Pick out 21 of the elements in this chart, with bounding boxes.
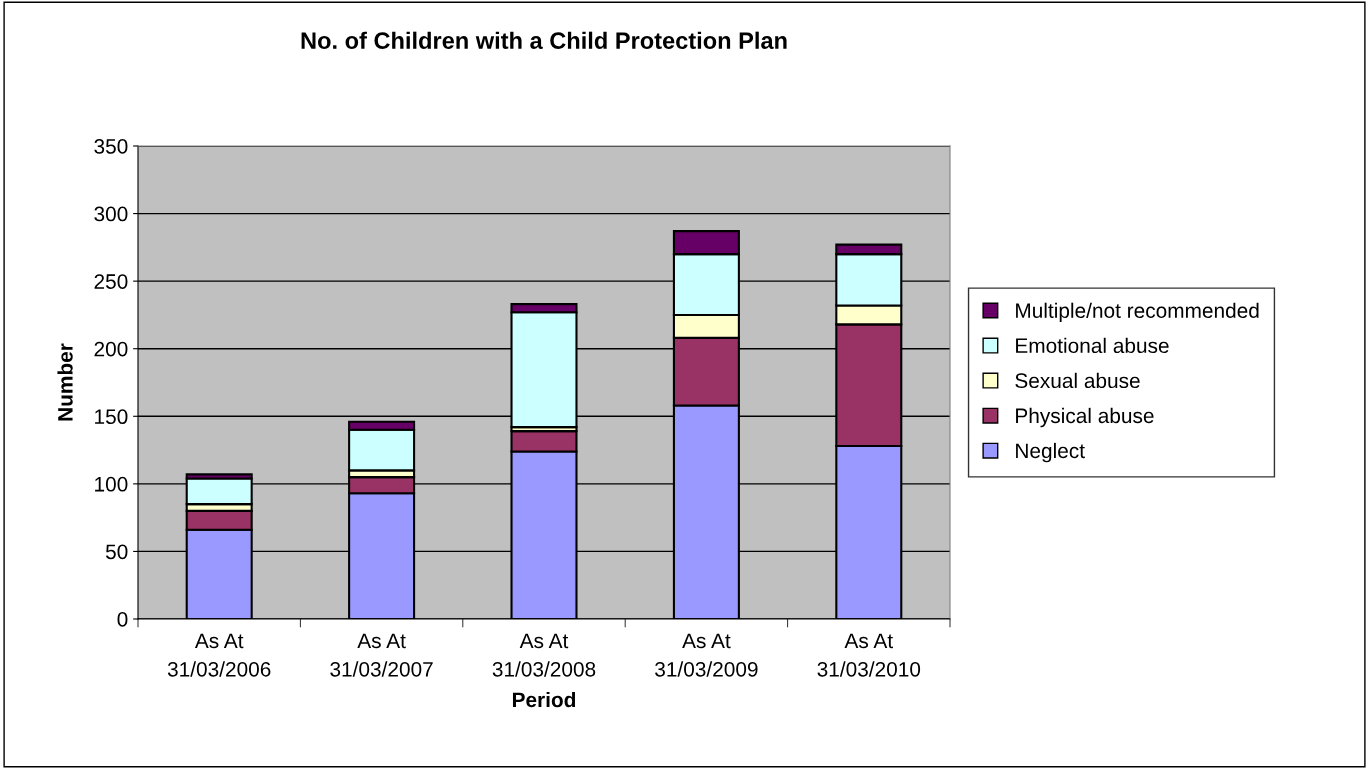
y-tick-label: 350 xyxy=(94,139,128,154)
y-tick-label: 100 xyxy=(95,476,128,492)
y-tick-label: 300 xyxy=(94,206,128,222)
legend-label: Multiple/not recommended xyxy=(1016,302,1259,323)
legend-label: Physical abuse xyxy=(1016,407,1154,428)
y-axis-title: Number xyxy=(57,343,73,421)
legend-label: Neglect xyxy=(1016,442,1085,463)
y-tick-label: 200 xyxy=(94,341,128,357)
y-tick-label: 50 xyxy=(105,544,128,560)
x-tick-label: As At 31/03/2007 xyxy=(330,633,433,677)
y-tick-label: 0 xyxy=(117,612,128,627)
x-tick-label: As At 31/03/2008 xyxy=(492,633,596,677)
legend-label: Sexual abuse xyxy=(1015,372,1140,389)
y-tick-label: 250 xyxy=(94,274,128,289)
x-tick-label: As At 31/03/2009 xyxy=(655,633,758,677)
chart-title: No. of Children with a Child Protection Plan xyxy=(301,31,787,50)
legend-label: Emotional abuse xyxy=(1016,337,1169,354)
x-axis-title: Period xyxy=(512,691,576,708)
x-tick-label: As At 31/03/2006 xyxy=(167,633,271,677)
y-tick-label: 150 xyxy=(95,409,128,425)
x-tick-label: As At 31/03/2010 xyxy=(817,633,921,677)
